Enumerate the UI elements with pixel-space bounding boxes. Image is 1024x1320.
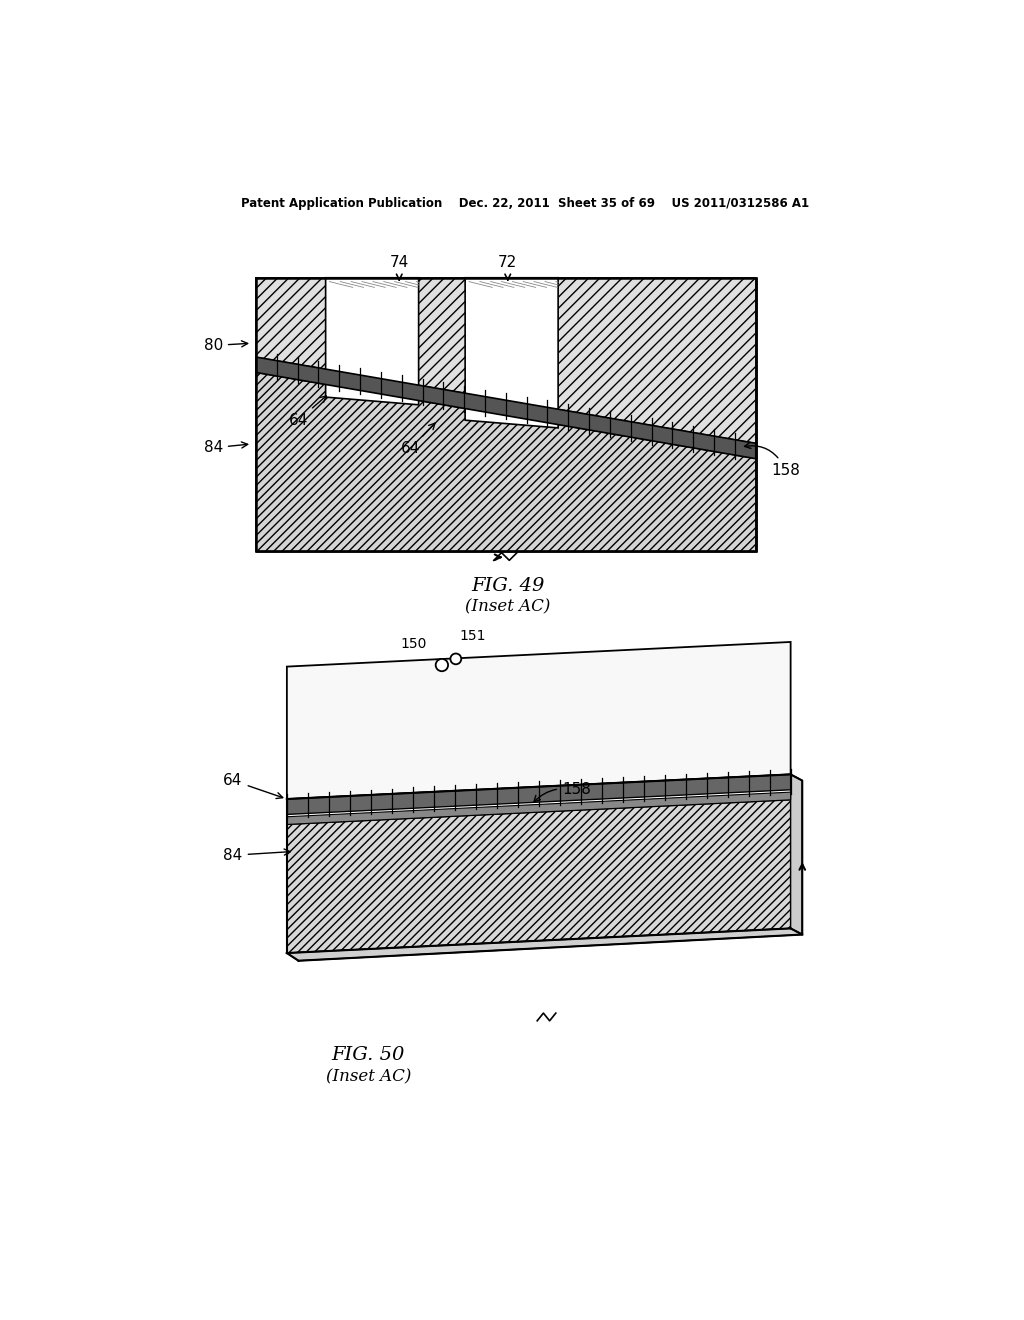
Polygon shape — [287, 792, 791, 825]
Polygon shape — [287, 642, 791, 799]
Polygon shape — [326, 277, 419, 405]
Polygon shape — [256, 372, 756, 552]
Polygon shape — [256, 277, 756, 552]
Text: 158: 158 — [744, 442, 800, 478]
Text: 74: 74 — [389, 255, 409, 271]
Text: 64: 64 — [223, 774, 283, 799]
Polygon shape — [465, 277, 558, 428]
Text: FIG. 49: FIG. 49 — [471, 577, 545, 595]
Polygon shape — [256, 277, 756, 444]
Text: 151: 151 — [460, 630, 486, 644]
Polygon shape — [287, 775, 791, 814]
Text: 72: 72 — [498, 255, 517, 271]
Circle shape — [451, 653, 461, 664]
Text: 64: 64 — [401, 424, 435, 455]
Polygon shape — [256, 358, 756, 459]
Text: 158: 158 — [534, 783, 591, 803]
Text: 80: 80 — [204, 338, 248, 352]
Text: FIG. 50: FIG. 50 — [332, 1047, 404, 1064]
Text: (Inset AC): (Inset AC) — [326, 1068, 411, 1085]
Text: Patent Application Publication    Dec. 22, 2011  Sheet 35 of 69    US 2011/03125: Patent Application Publication Dec. 22, … — [241, 197, 809, 210]
Text: (Inset AC): (Inset AC) — [465, 599, 551, 616]
Polygon shape — [287, 800, 791, 953]
Text: 84: 84 — [204, 441, 248, 455]
Text: 84: 84 — [223, 847, 291, 863]
Circle shape — [435, 659, 449, 671]
Polygon shape — [791, 775, 802, 935]
Text: 64: 64 — [289, 396, 327, 428]
Text: 150: 150 — [400, 638, 426, 651]
Polygon shape — [287, 928, 802, 961]
